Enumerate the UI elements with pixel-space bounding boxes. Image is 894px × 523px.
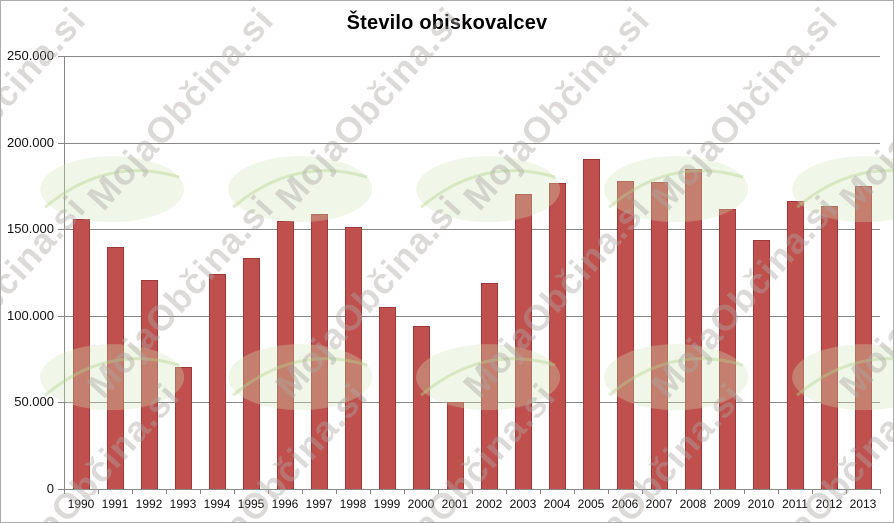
y-axis-label: 250.000 — [7, 48, 54, 63]
y-gridline — [64, 56, 880, 57]
x-axis-label: 1999 — [373, 497, 401, 511]
x-axis-tick — [880, 489, 881, 494]
x-axis-label: 2012 — [815, 497, 843, 511]
x-axis-label: 2004 — [543, 497, 571, 511]
bar-1990 — [73, 219, 90, 489]
x-axis-tick — [846, 489, 847, 494]
y-gridline — [64, 402, 880, 403]
x-axis-tick — [540, 489, 541, 494]
x-axis-label: 2013 — [849, 497, 877, 511]
x-axis-tick — [710, 489, 711, 494]
x-axis-label: 2000 — [407, 497, 435, 511]
x-axis-tick — [98, 489, 99, 494]
x-axis-tick — [574, 489, 575, 494]
x-axis-label: 1993 — [169, 497, 197, 511]
chart-title: Število obiskovalcev — [346, 12, 548, 34]
bar-2003 — [515, 194, 532, 489]
x-axis-tick — [676, 489, 677, 494]
x-axis-label: 2002 — [475, 497, 503, 511]
x-axis-tick — [642, 489, 643, 494]
x-axis-label: 1991 — [101, 497, 129, 511]
x-axis-tick — [166, 489, 167, 494]
x-axis-label: 1992 — [135, 497, 163, 511]
bar-2009 — [719, 209, 736, 489]
x-axis-tick — [132, 489, 133, 494]
x-axis-tick — [778, 489, 779, 494]
y-axis-label: 0 — [46, 481, 54, 496]
x-axis-tick — [506, 489, 507, 494]
bar-2000 — [413, 326, 430, 489]
x-axis-label: 2005 — [577, 497, 605, 511]
x-axis-label: 1998 — [339, 497, 367, 511]
x-axis-label: 1996 — [271, 497, 299, 511]
bar-2005 — [583, 159, 600, 489]
bar-2013 — [855, 186, 872, 489]
x-axis-tick — [404, 489, 405, 494]
y-axis-label: 150.000 — [7, 221, 54, 236]
x-axis-label: 2003 — [509, 497, 537, 511]
bar-2010 — [753, 240, 770, 489]
y-gridline — [64, 316, 880, 317]
y-axis-tick — [58, 402, 64, 403]
bar-1993 — [175, 367, 192, 489]
x-axis-label: 2010 — [747, 497, 775, 511]
bar-2006 — [617, 181, 634, 489]
bar-1996 — [277, 221, 294, 489]
x-axis-label: 2008 — [679, 497, 707, 511]
x-axis-tick — [744, 489, 745, 494]
x-axis-tick — [438, 489, 439, 494]
x-axis-tick — [608, 489, 609, 494]
bar-1998 — [345, 227, 362, 489]
x-axis-label: 1990 — [67, 497, 95, 511]
x-axis-tick — [812, 489, 813, 494]
y-gridline — [64, 229, 880, 230]
x-axis-tick — [234, 489, 235, 494]
x-axis-tick — [302, 489, 303, 494]
bar-1991 — [107, 247, 124, 489]
bar-2001 — [447, 402, 464, 489]
x-axis-label: 2007 — [645, 497, 673, 511]
y-axis-label: 50.000 — [14, 394, 54, 409]
bar-1999 — [379, 307, 396, 489]
bar-1995 — [243, 258, 260, 489]
y-axis-label: 200.000 — [7, 135, 54, 150]
bar-2012 — [821, 206, 838, 489]
y-gridline — [64, 143, 880, 144]
x-axis-tick — [64, 489, 65, 494]
x-axis-label: 1994 — [203, 497, 231, 511]
bar-2008 — [685, 169, 702, 489]
x-axis-tick — [336, 489, 337, 494]
y-axis-label: 100.000 — [7, 308, 54, 323]
x-axis-tick — [268, 489, 269, 494]
x-axis-label: 2006 — [611, 497, 639, 511]
x-axis-label: 1995 — [237, 497, 265, 511]
y-axis-tick — [58, 316, 64, 317]
x-axis-tick — [200, 489, 201, 494]
bar-1997 — [311, 214, 328, 489]
bar-2004 — [549, 183, 566, 489]
x-axis-tick — [370, 489, 371, 494]
bar-1994 — [209, 274, 226, 489]
bar-2002 — [481, 283, 498, 489]
bar-1992 — [141, 280, 158, 489]
y-axis-tick — [58, 229, 64, 230]
bar-2011 — [787, 201, 804, 489]
x-axis-tick — [472, 489, 473, 494]
y-axis-tick — [58, 489, 64, 490]
x-axis-label: 1997 — [305, 497, 333, 511]
y-axis-tick — [58, 143, 64, 144]
y-axis-tick — [58, 56, 64, 57]
x-axis-label: 2009 — [713, 497, 741, 511]
bar-2007 — [651, 182, 668, 489]
x-axis-label: 2011 — [782, 497, 808, 511]
y-axis-line — [64, 56, 65, 489]
x-axis-label: 2001 — [441, 497, 469, 511]
